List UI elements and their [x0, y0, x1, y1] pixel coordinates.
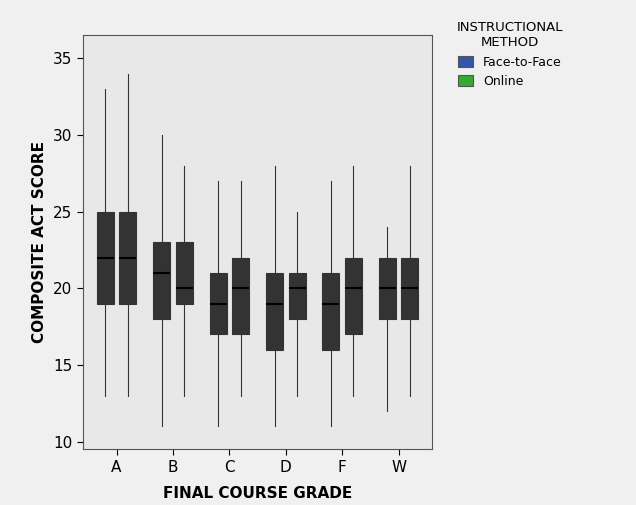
- PathPatch shape: [345, 258, 362, 334]
- PathPatch shape: [176, 242, 193, 304]
- PathPatch shape: [97, 212, 114, 304]
- PathPatch shape: [120, 212, 136, 304]
- Y-axis label: COMPOSITE ACT SCORE: COMPOSITE ACT SCORE: [32, 141, 47, 343]
- PathPatch shape: [379, 258, 396, 319]
- PathPatch shape: [232, 258, 249, 334]
- PathPatch shape: [401, 258, 418, 319]
- PathPatch shape: [153, 242, 170, 319]
- PathPatch shape: [266, 273, 283, 350]
- PathPatch shape: [210, 273, 226, 334]
- X-axis label: FINAL COURSE GRADE: FINAL COURSE GRADE: [163, 486, 352, 501]
- PathPatch shape: [322, 273, 340, 350]
- PathPatch shape: [289, 273, 305, 319]
- Legend: Face-to-Face, Online: Face-to-Face, Online: [452, 16, 568, 93]
